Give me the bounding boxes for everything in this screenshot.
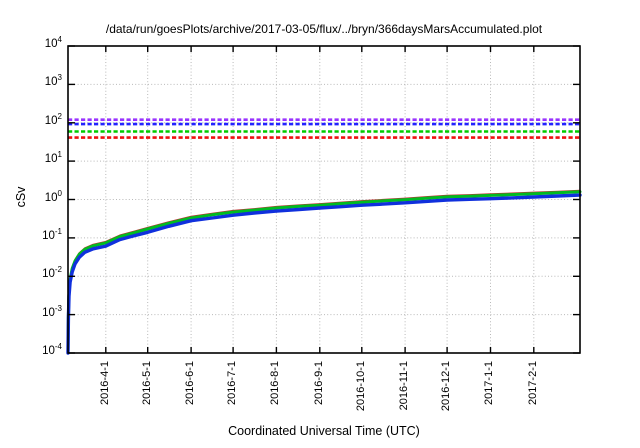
x-tick-label: 2016-8-1 xyxy=(269,361,282,406)
x-tick-label: 2016-4-1 xyxy=(98,361,111,406)
x-tick-label: 2016-11-1 xyxy=(398,361,411,411)
axis-ticks xyxy=(68,45,580,354)
x-tick-label: 2016-9-1 xyxy=(312,361,325,406)
y-tick-label: 101 xyxy=(44,150,62,166)
y-tick-label: 10-4 xyxy=(42,342,62,357)
x-tick-label: 2017-2-1 xyxy=(526,361,539,406)
x-axis-title: Coordinated Universal Time (UTC) xyxy=(228,424,420,438)
series-accumulated-green xyxy=(66,190,582,355)
x-tick-label: 2017-1-1 xyxy=(483,361,496,406)
y-tick-label: 102 xyxy=(44,111,62,127)
reference-lines xyxy=(68,118,580,139)
y-tick-label: 10-2 xyxy=(42,265,62,281)
x-tick-label: 2016-5-1 xyxy=(140,361,153,406)
x-tick-label: 2016-7-1 xyxy=(226,361,239,406)
y-tick-label: 10-3 xyxy=(42,303,62,319)
x-tick-label: 2016-10-1 xyxy=(354,361,367,412)
y-tick-label: 104 xyxy=(44,35,62,50)
y-axis-title: cSv xyxy=(14,186,28,208)
series-accumulated-blue xyxy=(66,193,582,355)
y-tick-label: 10-1 xyxy=(42,227,62,242)
x-tick-label: 2016-12-1 xyxy=(440,361,453,412)
chart-title: /data/run/goesPlots/archive/2017-03-05/f… xyxy=(105,22,543,36)
y-tick-label: 103 xyxy=(44,73,62,89)
y-tick-label: 100 xyxy=(44,188,62,204)
x-tick-label: 2016-6-1 xyxy=(184,361,197,406)
series-accumulated-red xyxy=(67,189,581,354)
